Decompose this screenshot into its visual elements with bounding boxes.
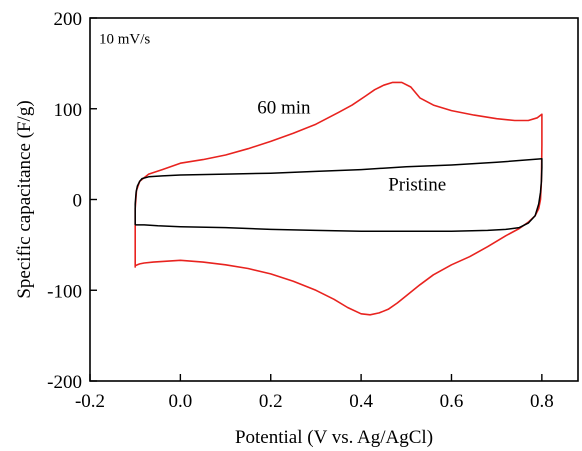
y-axis-label: Specific capacitance (F/g): [14, 100, 35, 298]
series-layer: [134, 81, 543, 316]
y-tick-label: 200: [54, 9, 83, 30]
x-tick-label: 0.2: [259, 391, 283, 412]
x-tick-label: 0.6: [440, 391, 464, 412]
y-tick-label: 100: [54, 100, 83, 121]
series-line-pristine: [134, 157, 543, 233]
tick-label-layer: -0.2 0.0 0.2 0.4 0.6 0.8 -200 -100 0 100 200: [47, 9, 554, 412]
series-line-60min: [134, 81, 543, 316]
scan-rate-annotation: 10 mV/s: [99, 31, 150, 47]
y-tick-label: 0: [73, 191, 83, 212]
plot-frame: [89, 17, 579, 382]
series-label-60min: 60 min: [257, 97, 311, 118]
x-tick-label: 0.4: [349, 391, 373, 412]
x-axis-label: Potential (V vs. Ag/AgCl): [235, 427, 433, 448]
y-tick-label: -100: [47, 281, 82, 302]
x-tick-label: 0.0: [168, 391, 192, 412]
x-tick-label: 0.8: [530, 391, 554, 412]
x-tick-label: -0.2: [75, 391, 105, 412]
tick-layer: [89, 17, 543, 382]
series-label-pristine: Pristine: [388, 174, 446, 195]
y-tick-label: -200: [47, 372, 82, 393]
